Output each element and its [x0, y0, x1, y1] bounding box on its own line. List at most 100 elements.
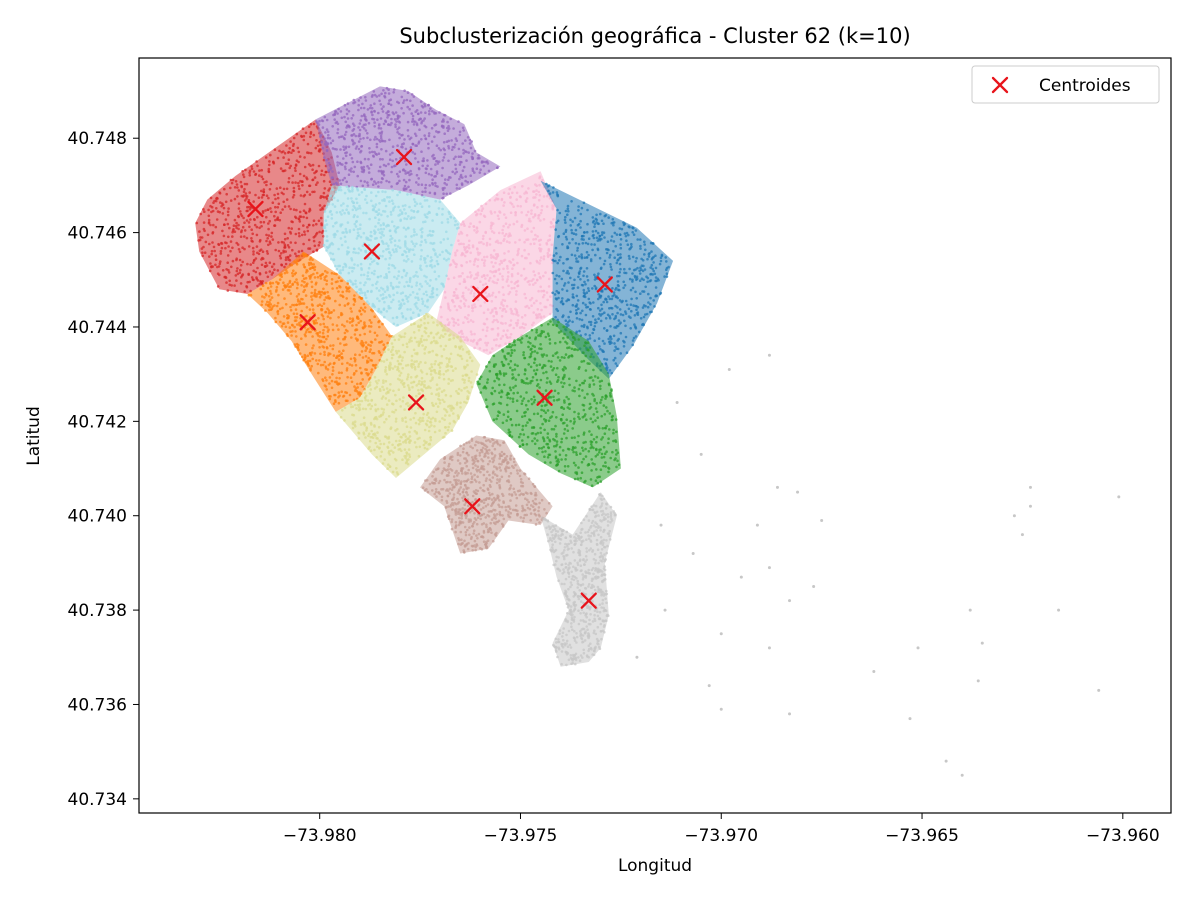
cluster-1-point — [402, 178, 406, 182]
cluster-5-point — [338, 303, 342, 307]
cluster-2-point — [400, 312, 404, 315]
cluster-1-point — [390, 185, 393, 188]
cluster-3-point — [507, 226, 510, 229]
cluster-6-point — [387, 399, 391, 402]
cluster-6-point — [396, 377, 400, 381]
cluster-5-point — [357, 321, 361, 325]
cluster-6-point — [339, 415, 343, 419]
cluster-0-point — [216, 210, 220, 213]
cluster-2-point — [362, 211, 365, 215]
cluster-5-point — [359, 306, 363, 310]
cluster-5-point — [285, 271, 289, 274]
cluster-0-point — [242, 190, 246, 193]
cluster-3-point — [461, 272, 464, 275]
cluster-2-point — [367, 244, 371, 247]
cluster-6-point — [408, 340, 411, 344]
cluster-3-point — [539, 302, 542, 305]
cluster-2-point — [415, 270, 418, 274]
cluster-6-point — [414, 375, 418, 379]
cluster-2-point — [366, 277, 369, 281]
cluster-4-point — [598, 309, 602, 312]
cluster-2-point — [369, 238, 372, 242]
cluster-5-point — [293, 280, 297, 284]
cluster-7-point — [522, 433, 526, 436]
cluster-0-point — [226, 222, 230, 226]
cluster-2-point — [354, 225, 358, 228]
cluster-4-point — [598, 312, 601, 316]
cluster-1-point — [339, 110, 343, 113]
cluster-7-point — [508, 343, 511, 346]
cluster-0-point — [287, 177, 291, 180]
cluster-7-point — [513, 339, 516, 342]
cluster-6-point — [424, 345, 428, 349]
cluster-4-point — [631, 272, 634, 275]
cluster-1-point — [414, 110, 418, 113]
cluster-2-point — [431, 230, 435, 233]
cluster-6-point — [396, 368, 399, 372]
cluster-6-point — [438, 370, 441, 374]
cluster-3-point — [544, 271, 547, 274]
cluster-6-point — [465, 386, 469, 389]
cluster-7-point — [607, 383, 611, 387]
cluster-4-point — [589, 302, 592, 305]
cluster-3-point — [504, 222, 508, 225]
cluster-5-point — [271, 305, 275, 308]
cluster-1-point — [430, 126, 434, 130]
cluster-4-point — [587, 237, 591, 240]
cluster-6-point — [391, 345, 395, 349]
cluster-2-point — [324, 219, 328, 222]
cluster-2-point — [381, 199, 384, 202]
cluster-3-point — [484, 202, 488, 206]
cluster-6-point — [377, 379, 381, 382]
cluster-0-point — [304, 211, 308, 214]
cluster-4-point — [639, 292, 642, 296]
cluster-3-point — [479, 212, 483, 216]
cluster-7-point — [582, 351, 585, 355]
cluster-1-point — [350, 117, 354, 120]
cluster-3-point — [512, 205, 515, 208]
cluster-5-point — [309, 369, 312, 372]
cluster-6-point — [356, 399, 359, 403]
cluster-2-point — [374, 225, 377, 228]
cluster-4-point — [603, 259, 607, 263]
cluster-2-point — [363, 283, 366, 287]
cluster-3-point — [514, 300, 518, 303]
cluster-6-point — [438, 376, 441, 379]
cluster-4-point — [603, 342, 606, 345]
cluster-3-point — [542, 257, 546, 261]
cluster-1-point — [447, 178, 450, 181]
cluster-3-point — [539, 285, 542, 289]
cluster-0-point — [289, 164, 293, 168]
cluster-5-point — [322, 328, 325, 332]
cluster-3-point — [522, 267, 526, 271]
cluster-6-point — [418, 416, 422, 420]
cluster-6-point — [376, 365, 379, 369]
cluster-5-point — [326, 296, 329, 300]
cluster-1-point — [364, 123, 367, 126]
cluster-3-point — [465, 250, 469, 254]
cluster-1-point — [396, 131, 399, 134]
cluster-4-point — [603, 287, 607, 291]
cluster-2-point — [383, 198, 386, 201]
cluster-6-point — [366, 399, 370, 402]
cluster-5-point — [280, 272, 283, 276]
cluster-2-point — [346, 204, 349, 208]
cluster-7-point — [602, 464, 605, 468]
cluster-3-point — [484, 341, 487, 345]
cluster-3-point — [455, 249, 459, 252]
cluster-4-point — [551, 191, 555, 194]
cluster-5-point — [346, 399, 349, 403]
cluster-4-point — [664, 256, 667, 259]
cluster-5-point — [331, 366, 335, 369]
cluster-6-point — [373, 417, 376, 421]
cluster-7-point — [541, 450, 544, 454]
cluster-5-point — [310, 280, 314, 284]
cluster-3-point — [539, 211, 543, 215]
cluster-2-point — [355, 285, 358, 289]
cluster-0-point — [273, 268, 276, 272]
cluster-0-point — [238, 250, 242, 254]
cluster-4-point — [578, 318, 581, 321]
cluster-3-point — [527, 252, 530, 256]
cluster-1-point — [427, 103, 431, 107]
cluster-5-point — [334, 299, 337, 303]
